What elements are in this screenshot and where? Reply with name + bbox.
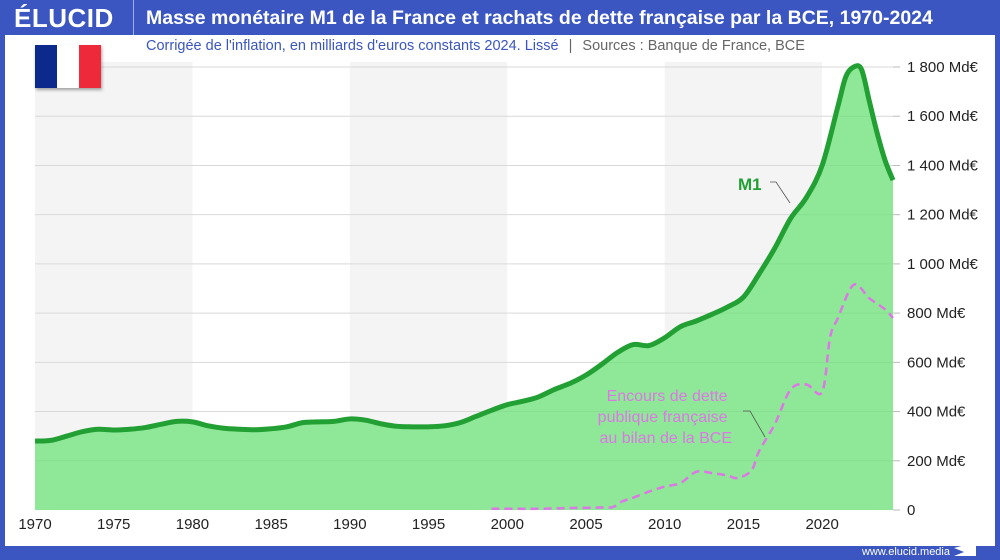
y-tick-label: 200 Md€ — [907, 453, 966, 470]
x-tick-label: 1990 — [333, 516, 366, 533]
x-tick-label: 1980 — [176, 516, 209, 533]
chart-subtitle: Corrigée de l'inflation, en milliards d'… — [146, 38, 805, 54]
flag-stripe-white — [57, 45, 79, 88]
y-tick-label: 800 Md€ — [907, 305, 966, 322]
x-tick-label: 2020 — [805, 516, 838, 533]
debt-label-line-2: publique française — [598, 409, 728, 426]
debt-label-leader — [743, 410, 766, 438]
x-tick-label: 2010 — [648, 516, 681, 533]
elucid-logo: ÉLUCID — [14, 3, 114, 33]
x-tick-label: 1995 — [412, 516, 445, 533]
france-flag-icon — [35, 45, 101, 88]
flag-stripe-blue — [35, 45, 57, 88]
y-tick-label: 1 600 Md€ — [907, 108, 979, 125]
elucid-flag-icon — [954, 542, 976, 556]
flag-stripe-red — [79, 45, 101, 88]
x-tick-label: 1985 — [254, 516, 287, 533]
chart-title: Masse monétaire M1 de la France et racha… — [146, 7, 933, 29]
x-tick-label: 2000 — [491, 516, 524, 533]
debt-series-label: Encours de dette publique française au b… — [598, 388, 732, 447]
y-tick-label: 1 200 Md€ — [907, 207, 979, 224]
footer-url[interactable]: www.elucid.media — [861, 546, 950, 558]
x-tick-label: 2005 — [569, 516, 602, 533]
y-tick-label: 1 400 Md€ — [907, 157, 979, 174]
x-tick-label: 1975 — [97, 516, 130, 533]
m1-area — [35, 65, 893, 510]
x-tick-label: 1970 — [18, 516, 51, 533]
m1-label-leader — [770, 181, 791, 204]
y-tick-label: 400 Md€ — [907, 404, 966, 421]
subtitle-separator: | — [568, 38, 573, 54]
y-tick-label: 1 800 Md€ — [907, 59, 979, 76]
y-tick-label: 1 000 Md€ — [907, 256, 979, 273]
y-tick-label: 600 Md€ — [907, 354, 966, 371]
y-tick-label: 0 — [907, 502, 915, 519]
m1-line — [34, 63, 896, 444]
debt-label-line-1: Encours de dette — [607, 388, 728, 405]
debt-line — [491, 283, 894, 511]
debt-label-line-3: au bilan de la BCE — [599, 430, 732, 447]
x-tick-label: 2015 — [727, 516, 760, 533]
header-divider — [133, 0, 134, 35]
m1-series-label: M1 — [738, 175, 762, 194]
sources-text: Sources : Banque de France, BCE — [582, 38, 805, 54]
subtitle-text: Corrigée de l'inflation, en milliards d'… — [146, 38, 559, 54]
